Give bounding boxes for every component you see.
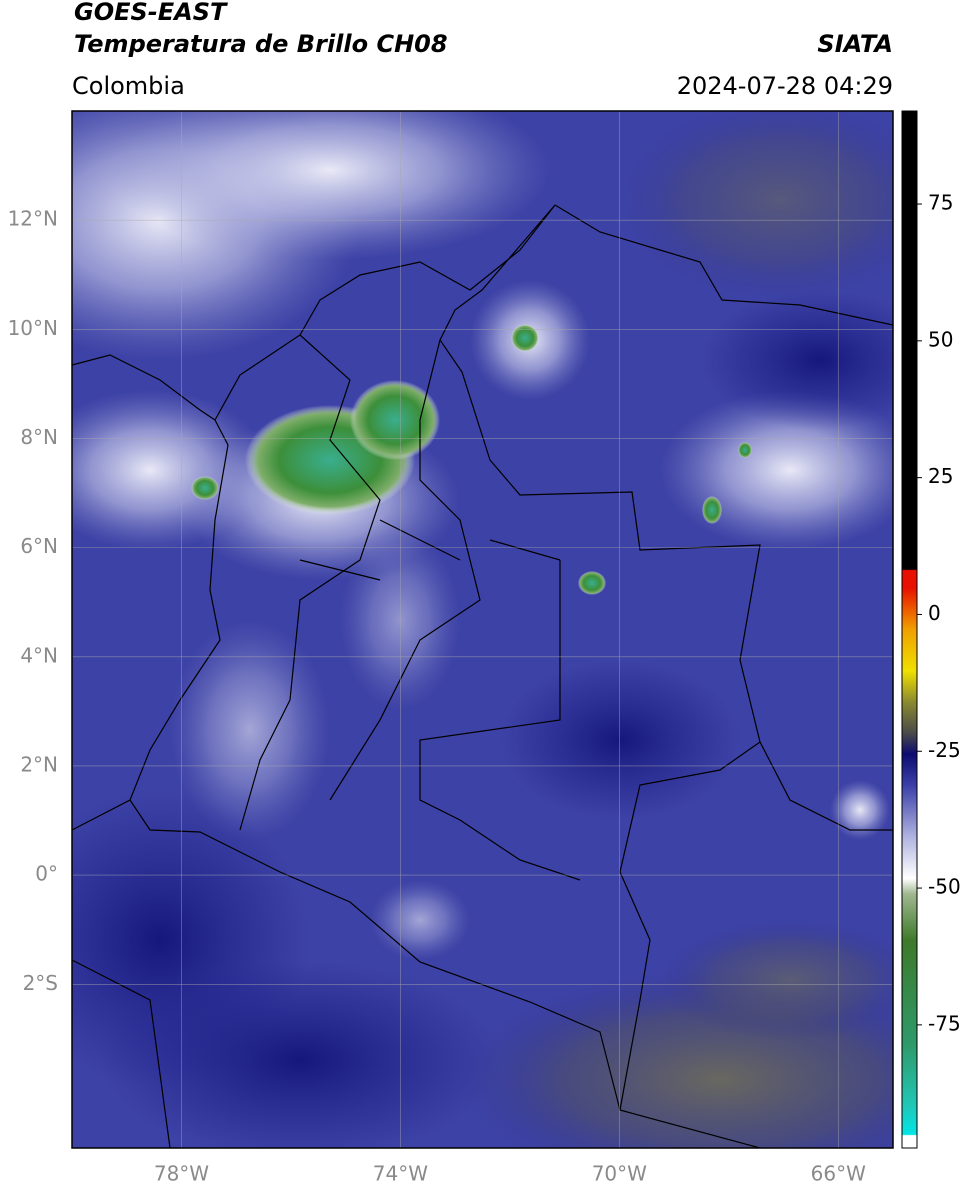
y-tick-label: 2°S (23, 971, 58, 995)
colorbar-tick-label: -50 (928, 875, 961, 899)
borders (72, 204, 893, 1148)
colorbar-tick-label: 0 (928, 601, 941, 625)
graticule (72, 111, 893, 1148)
x-tick-label: 66°W (811, 1162, 866, 1186)
x-tick-label: 74°W (373, 1162, 428, 1186)
x-tick-label: 70°W (592, 1162, 647, 1186)
y-tick-label: 0° (35, 862, 58, 886)
y-tick-label: 4°N (20, 643, 58, 667)
colorbar-tick-label: -75 (928, 1011, 961, 1035)
colorbar-tick-label: 50 (928, 327, 953, 351)
y-tick-label: 12°N (8, 207, 58, 231)
title-line2: Temperatura de Brillo CH08 (74, 30, 448, 58)
x-tick-label: 78°W (154, 1162, 209, 1186)
satellite-image (72, 111, 893, 1148)
region: Colombia (72, 72, 185, 100)
source: SIATA (817, 30, 893, 58)
title-line1: GOES-EAST (74, 0, 228, 26)
map-frame (71, 110, 894, 1149)
y-tick-label: 6°N (20, 534, 58, 558)
colorbar-tick-label: 75 (928, 191, 953, 215)
y-tick-label: 2°N (20, 752, 58, 776)
colorbar (901, 110, 918, 1149)
y-tick-label: 10°N (8, 316, 58, 340)
colorbar-tick-label: -25 (928, 738, 961, 762)
colorbar-tick-label: 25 (928, 464, 953, 488)
timestamp: 2024-07-28 04:29 (677, 72, 893, 100)
y-tick-label: 8°N (20, 425, 58, 449)
